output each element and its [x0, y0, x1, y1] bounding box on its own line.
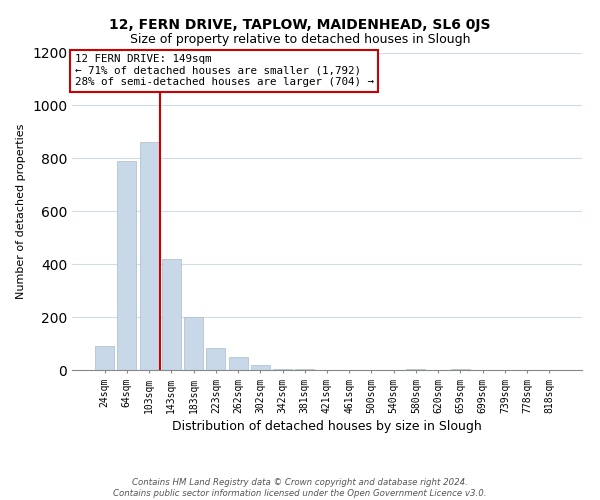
Text: 12 FERN DRIVE: 149sqm
← 71% of detached houses are smaller (1,792)
28% of semi-d: 12 FERN DRIVE: 149sqm ← 71% of detached … — [74, 54, 374, 88]
Bar — [229, 357, 248, 370]
Bar — [118, 161, 136, 370]
Bar — [184, 317, 203, 370]
Y-axis label: Number of detached properties: Number of detached properties — [16, 124, 26, 299]
Bar — [451, 368, 470, 370]
Bar — [273, 368, 292, 370]
Text: Size of property relative to detached houses in Slough: Size of property relative to detached ho… — [130, 32, 470, 46]
Text: 12, FERN DRIVE, TAPLOW, MAIDENHEAD, SL6 0JS: 12, FERN DRIVE, TAPLOW, MAIDENHEAD, SL6 … — [109, 18, 491, 32]
Bar — [406, 368, 425, 370]
Bar — [162, 259, 181, 370]
Text: Contains HM Land Registry data © Crown copyright and database right 2024.
Contai: Contains HM Land Registry data © Crown c… — [113, 478, 487, 498]
X-axis label: Distribution of detached houses by size in Slough: Distribution of detached houses by size … — [172, 420, 482, 433]
Bar — [95, 346, 114, 370]
Bar — [251, 364, 270, 370]
Bar — [206, 348, 225, 370]
Bar — [140, 142, 158, 370]
